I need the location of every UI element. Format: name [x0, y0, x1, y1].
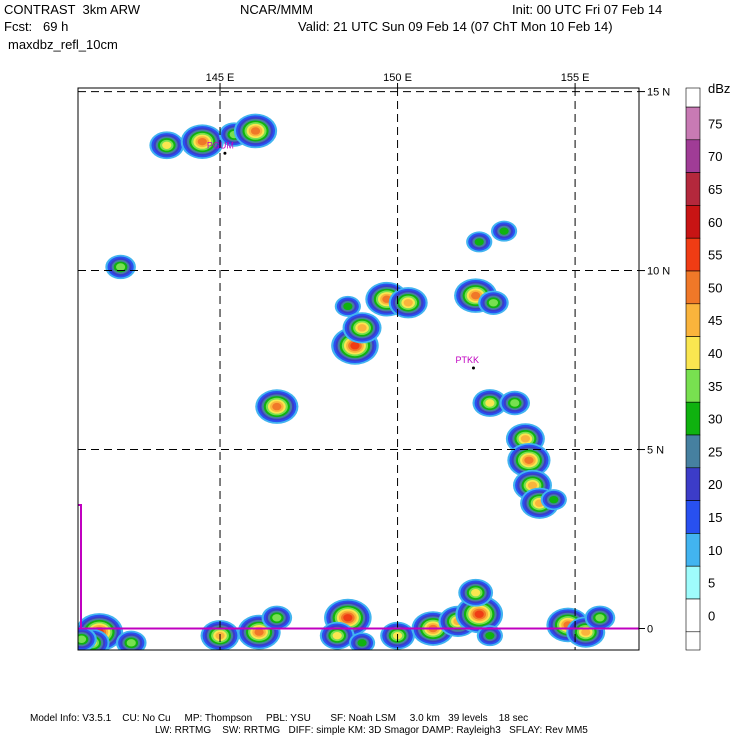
reflectivity-cell: [105, 254, 136, 280]
station-label: PTKK: [455, 355, 479, 365]
station-point: [471, 366, 475, 370]
reflectivity-cell: [499, 390, 531, 416]
footer-physics-info: LW: RRTMG SW: RRTMG DIFF: simple KM: 3D …: [155, 725, 588, 736]
header-forecast: Fcst: 69 h: [4, 19, 69, 34]
reflectivity-cell: [342, 312, 382, 344]
colorbar-level-label: 10: [708, 543, 722, 558]
reflectivity-cell: [540, 489, 567, 511]
domain-boundary: [78, 504, 82, 629]
reflectivity-cell: [115, 630, 147, 650]
reflectivity-cell: [233, 113, 278, 149]
colorbar-swatch: [685, 598, 701, 633]
lat-tick-label: 10 N: [647, 266, 670, 278]
colorbar-level-label: 40: [708, 346, 722, 361]
header-model: CONTRAST 3km ARW: [4, 2, 141, 17]
colorbar-level-label: 20: [708, 477, 722, 492]
colorbar-level-label: 5: [708, 576, 715, 591]
reflectivity-cell: [458, 578, 494, 607]
colorbar-swatch: [685, 270, 701, 305]
colorbar-swatch: [685, 565, 701, 600]
lon-tick-label: 150 E: [383, 72, 412, 84]
lat-tick-label: 15 N: [647, 87, 670, 99]
map-frame: [77, 87, 640, 651]
colorbar-swatch: [685, 336, 701, 370]
reflectivity-cell: [472, 389, 508, 417]
colorbar-swatch: [685, 106, 701, 141]
reflectivity-cell: [261, 605, 293, 630]
station-label: PGUM: [207, 140, 234, 150]
header-init: Init: 00 UTC Fri 07 Feb 14: [512, 2, 663, 17]
colorbar-unit-label: dBz: [708, 81, 730, 96]
colorbar-level-label: 0: [708, 608, 715, 623]
lon-tick-label: 155 E: [561, 72, 590, 84]
station-point: [223, 151, 227, 155]
reflectivity-cell: [388, 287, 428, 319]
colorbar-level-label: 30: [708, 412, 722, 427]
colorbar-level-label: 65: [708, 182, 722, 197]
colorbar-swatch: [685, 434, 701, 469]
colorbar-swatch: [685, 205, 701, 239]
reflectivity-cell: [255, 389, 299, 424]
reflectivity-cell: [584, 605, 616, 630]
colorbar-swatch: [685, 139, 701, 173]
reflectivity-cell: [478, 290, 509, 315]
reflectivity-cell: [490, 220, 518, 242]
footer-model-info: Model Info: V3.5.1 CU: No Cu MP: Thompso…: [30, 713, 529, 724]
colorbar-level-label: 55: [708, 248, 722, 263]
reflectivity-cell: [466, 231, 493, 253]
reflectivity-cell: [348, 632, 376, 650]
colorbar-swatch: [685, 172, 701, 206]
colorbar-level-label: 60: [708, 215, 722, 230]
colorbar-cap-bottom: [685, 631, 701, 651]
reflectivity-cell: [455, 595, 504, 634]
reflectivity-cell: [334, 295, 361, 317]
header-valid: Valid: 21 UTC Sun 09 Feb 14 (07 ChT Mon …: [298, 19, 613, 34]
reflectivity-cell: [78, 627, 97, 650]
colorbar-cap-top: [685, 87, 701, 108]
colorbar-swatch: [685, 500, 701, 534]
lat-tick-label: 0: [647, 624, 653, 636]
colorbar-swatch: [685, 369, 701, 403]
colorbar-swatch: [685, 467, 701, 501]
colorbar-swatch: [685, 401, 701, 436]
lat-tick-label: 5 N: [647, 445, 664, 457]
colorbar-level-label: 35: [708, 379, 722, 394]
reflectivity-cell: [319, 621, 355, 650]
reflectivity-cell: [507, 442, 551, 478]
colorbar-swatch: [685, 533, 701, 567]
colorbar-level-label: 15: [708, 510, 722, 525]
colorbar-level-label: 25: [708, 444, 722, 459]
reflectivity-cell: [476, 625, 503, 647]
colorbar-swatch: [685, 303, 701, 337]
header-field: maxdbz_refl_10cm: [8, 37, 118, 52]
reflectivity-cell: [149, 131, 185, 160]
colorbar-level-label: 70: [708, 149, 722, 164]
colorbar-level-label: 75: [708, 116, 722, 131]
header-center: NCAR/MMM: [240, 2, 313, 17]
colorbar-level-label: 45: [708, 313, 722, 328]
lon-tick-label: 145 E: [206, 72, 235, 84]
reflectivity-cell: [505, 423, 545, 455]
colorbar-swatch: [685, 237, 701, 272]
colorbar-level-label: 50: [708, 280, 722, 295]
reflectivity-cell: [180, 124, 224, 159]
